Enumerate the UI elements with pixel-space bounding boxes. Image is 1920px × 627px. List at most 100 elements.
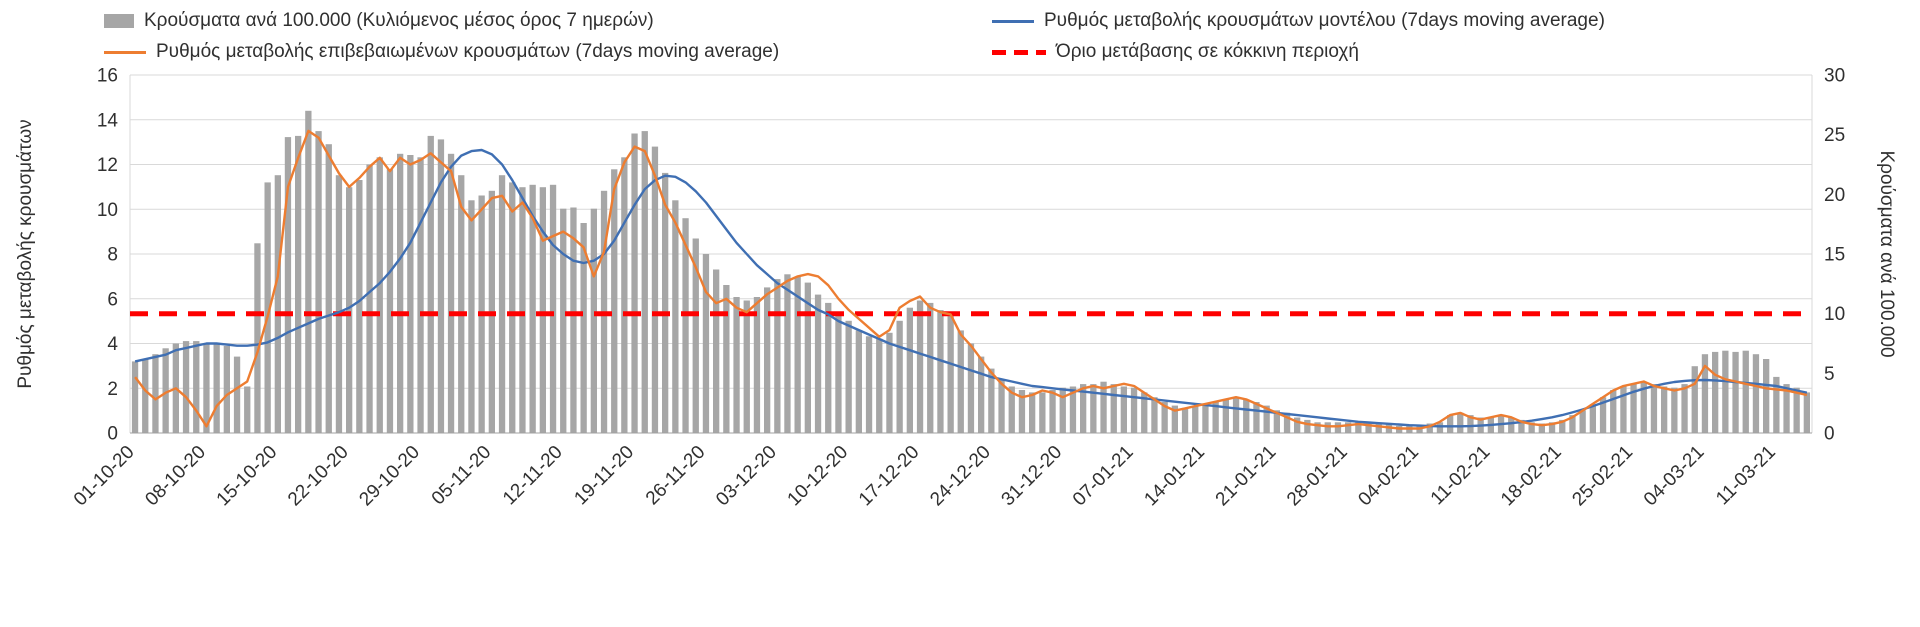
bar [1793,387,1800,433]
bar-swatch-icon [104,14,134,28]
bar [356,180,363,433]
bar [1334,422,1342,433]
bar [233,356,241,433]
bar [1803,392,1810,433]
x-tick-label: 03-12-20 [712,442,781,511]
bar [549,184,557,433]
left-tick-labels: 0 2 4 6 8 10 12 14 16 [97,66,119,445]
x-tick-label: 11-03-21 [1712,442,1780,510]
x-tick-label: 29-10-20 [355,442,424,511]
bar [937,310,944,433]
bar [1069,386,1077,433]
x-tick-label: 08-10-20 [141,442,210,511]
bar [967,343,975,433]
bar [509,182,516,433]
bar [305,110,312,434]
bar [876,338,883,433]
bar [1508,417,1515,433]
bar [1365,422,1372,433]
bar [1080,384,1087,433]
bar [1569,415,1576,433]
bar [845,320,852,433]
right-tick-label: 10 [1824,304,1845,325]
bar [1202,404,1209,433]
x-tick-labels: 01-10-20 08-10-20 15-10-20 22-10-20 29-10-20… [70,442,1780,511]
bar [1130,387,1138,433]
x-tick-label: 18-02-21 [1497,442,1566,511]
x-tick-label: 12-11-20 [499,442,567,510]
bar [896,320,903,433]
legend-label-cases-bars: Κρούσματα ανά 100.000 (Κυλιόμενος μέσος … [144,10,654,31]
legend-item-confirmed-rate: Ρυθμός μεταβολής επιβεβαιωμένων κρουσμάτ… [104,41,779,63]
series-line [134,129,1808,430]
bar [1049,390,1056,433]
bar [437,139,445,433]
bar [498,175,506,433]
right-tick-label: 30 [1824,66,1845,87]
threshold-dash-swatch-icon [992,49,1046,55]
x-tick-label: 05-11-20 [428,442,496,510]
bar [295,135,302,433]
bar [1029,392,1036,433]
legend-label-confirmed-rate: Ρυθμός μεταβολής επιβεβαιωμένων κρουσμάτ… [156,41,780,62]
bar [1528,422,1535,433]
bar [906,307,913,433]
bar [1548,422,1556,433]
bar [1375,423,1382,433]
right-tick-label: 5 [1824,364,1835,385]
bar [1732,351,1739,433]
bar [1345,422,1352,433]
right-tick-label: 15 [1824,245,1845,266]
x-tick-label: 10-12-20 [784,442,853,511]
bar [1763,359,1770,433]
bar [142,359,149,433]
bar [1701,354,1709,433]
bar [1630,384,1637,433]
bar [794,276,801,433]
bar [1294,417,1301,433]
bar [162,348,169,433]
bar [458,175,465,433]
bar [1712,351,1719,433]
bar [1212,402,1219,433]
bar [1273,410,1280,433]
bar [723,285,730,433]
bar [957,330,964,433]
bars-group [131,110,1810,434]
bar [1589,404,1596,433]
bar [702,254,710,433]
bar [1181,407,1189,433]
left-tick-label: 14 [97,110,119,131]
bar [1232,397,1240,433]
bar [733,297,740,433]
left-tick-label: 10 [97,200,118,221]
bar [152,354,159,433]
left-tick-label: 16 [97,66,118,87]
left-tick-label: 8 [107,245,118,266]
bar [1008,386,1015,433]
bar [947,316,954,433]
legend-item-model-rate: Ρυθμός μεταβολής κρουσμάτων μοντέλου (7d… [992,10,1605,32]
bar [651,146,659,433]
bar [784,274,791,433]
bar [835,312,842,433]
bar [978,356,985,433]
bar [274,175,281,433]
bar [244,386,251,433]
bar [519,187,526,433]
bar [672,200,679,433]
series-line [134,148,1808,428]
bar [264,182,271,433]
x-tick-label: 07-01-21 [1069,442,1138,511]
bar [1691,366,1698,433]
bar [1171,405,1178,433]
bar [916,300,924,433]
bar [1018,390,1026,433]
bar [1355,422,1362,433]
bar [1579,410,1586,433]
bar [1783,384,1790,433]
x-tick-label: 25-02-21 [1569,442,1638,511]
bar [825,302,832,433]
bar [1447,415,1454,433]
bar [1518,419,1525,433]
